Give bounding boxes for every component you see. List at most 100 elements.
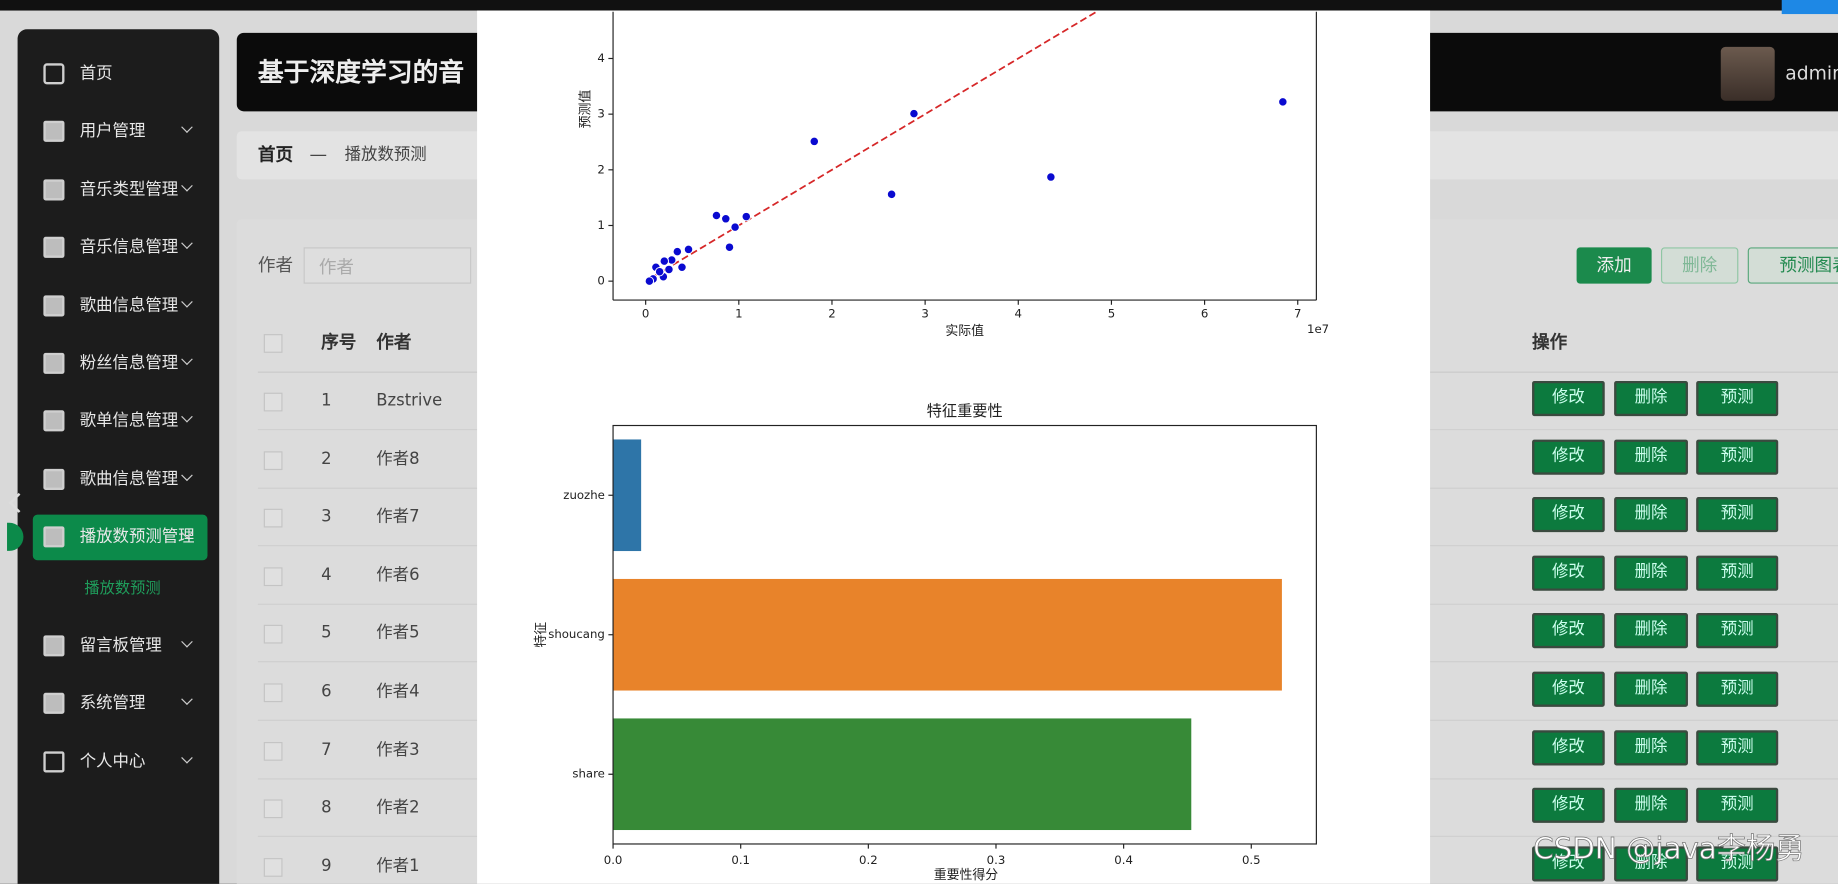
- breadcrumb-home[interactable]: 首页: [257, 144, 294, 166]
- row-checkbox[interactable]: [263, 567, 283, 586]
- action-button[interactable]: 删除: [1614, 671, 1688, 707]
- action-button[interactable]: 删除: [1614, 787, 1688, 824]
- menu-item[interactable]: 歌曲信息管理: [79, 470, 179, 489]
- action-button[interactable]: 删除: [1614, 729, 1688, 765]
- row-checkbox[interactable]: [263, 799, 283, 819]
- cell: 作者3: [376, 740, 420, 760]
- x-axis-label: 实际值: [945, 323, 984, 339]
- action-button[interactable]: 修改: [1532, 729, 1605, 765]
- action-button[interactable]: 删除: [1614, 613, 1688, 649]
- action-button[interactable]: 删除: [1614, 555, 1688, 591]
- x-offset-label: 1e7: [1307, 322, 1329, 336]
- menu-item[interactable]: 系统管理: [79, 693, 146, 713]
- action-button[interactable]: 预测: [1696, 671, 1779, 707]
- action-button[interactable]: 预测: [1696, 613, 1779, 649]
- menu-item[interactable]: 粉丝信息管理: [79, 354, 179, 373]
- action-button[interactable]: 修改: [1532, 613, 1605, 649]
- y-tick-label: 1: [597, 218, 604, 232]
- action-button[interactable]: 修改: [1532, 380, 1605, 417]
- x-tick-label: 0.0: [604, 853, 623, 867]
- row-checkbox[interactable]: [263, 392, 283, 412]
- x-tick-label: 7: [1294, 307, 1301, 321]
- action-button[interactable]: 预测: [1696, 787, 1779, 824]
- menu-item[interactable]: 音乐信息管理: [79, 237, 179, 257]
- menu-item[interactable]: 歌曲信息管理: [79, 296, 179, 316]
- action-button[interactable]: 修改: [1532, 439, 1605, 475]
- table-header: 作者: [376, 331, 412, 353]
- menu-icon: [43, 352, 65, 374]
- y-tick-label: shoucang: [548, 627, 605, 641]
- row-checkbox[interactable]: [263, 857, 283, 877]
- menu-item[interactable]: 首页: [79, 64, 113, 84]
- chart-button[interactable]: 预测图表: [1747, 247, 1838, 284]
- cell: 作者8: [376, 449, 420, 469]
- row-checkbox[interactable]: [263, 508, 283, 528]
- cell: 作者1: [376, 856, 420, 876]
- action-button[interactable]: 修改: [1532, 846, 1605, 882]
- point: [1046, 172, 1056, 182]
- cell: 作者7: [376, 507, 420, 527]
- x-tick-label: 4: [1015, 307, 1022, 321]
- menu-item[interactable]: 个人中心: [79, 752, 146, 772]
- action-button[interactable]: 预测: [1696, 555, 1779, 591]
- bar: [613, 578, 1282, 691]
- x-tick-label: 0.2: [859, 853, 878, 867]
- side-dot: [7, 522, 24, 551]
- point: [809, 136, 819, 147]
- x-tick-label: 3: [921, 307, 928, 321]
- cell: 1: [321, 391, 332, 411]
- menu-icon: [43, 63, 65, 85]
- action-button[interactable]: 修改: [1532, 787, 1605, 824]
- menu-item[interactable]: 用户管理: [79, 121, 146, 141]
- menu-item[interactable]: 留言板管理: [79, 636, 162, 656]
- cell: 9: [321, 856, 332, 876]
- action-button[interactable]: 预测: [1696, 846, 1779, 882]
- action-button[interactable]: 删除: [1614, 846, 1688, 882]
- bar: [613, 439, 642, 552]
- menu-item[interactable]: 播放数预测管理: [79, 527, 195, 547]
- point: [711, 210, 722, 221]
- row-checkbox[interactable]: [263, 625, 283, 644]
- row-checkbox[interactable]: [263, 450, 283, 470]
- x-tick-label: 0: [642, 307, 649, 321]
- row-checkbox[interactable]: [263, 741, 283, 761]
- top-badge: [1781, 0, 1838, 15]
- action-button[interactable]: 删除: [1614, 497, 1688, 533]
- menu-icon: [43, 295, 65, 317]
- table-header: 序号: [321, 331, 357, 353]
- point: [721, 214, 731, 224]
- point: [730, 222, 740, 232]
- cell: 作者4: [376, 682, 420, 701]
- action-button[interactable]: 预测: [1696, 497, 1779, 533]
- menu-icon: [43, 526, 65, 548]
- header-checkbox: [263, 334, 283, 353]
- action-button[interactable]: 修改: [1532, 497, 1605, 533]
- sidebar: [17, 29, 220, 884]
- delete-button[interactable]: 删除: [1660, 247, 1739, 284]
- action-button[interactable]: 修改: [1532, 555, 1605, 591]
- menu-item[interactable]: 音乐类型管理: [79, 180, 179, 200]
- action-button[interactable]: 预测: [1696, 380, 1779, 417]
- action-button[interactable]: 预测: [1696, 439, 1779, 475]
- x-tick-label: 5: [1108, 307, 1115, 321]
- point: [664, 264, 674, 275]
- header-title: 基于深度学习的音: [257, 58, 465, 88]
- breadcrumb-current: 播放数预测: [344, 145, 427, 165]
- submenu-item[interactable]: 播放数预测: [84, 580, 161, 598]
- cell: 6: [321, 682, 332, 701]
- search-input[interactable]: 作者: [303, 247, 472, 284]
- action-button[interactable]: 删除: [1614, 439, 1688, 475]
- user-name: admin: [1785, 62, 1838, 85]
- y-tick-label: zuozhe: [563, 488, 605, 502]
- y-tick-label: 0: [597, 274, 604, 288]
- action-button[interactable]: 修改: [1532, 671, 1605, 707]
- add-button[interactable]: 添加: [1576, 247, 1652, 284]
- action-button[interactable]: 预测: [1696, 729, 1779, 765]
- y-tick-label: share: [572, 767, 604, 781]
- action-button[interactable]: 删除: [1614, 380, 1688, 417]
- row-checkbox[interactable]: [263, 683, 283, 703]
- menu-item[interactable]: 歌单信息管理: [79, 411, 179, 431]
- cell: 作者5: [376, 624, 420, 643]
- x-tick-label: 0.1: [731, 853, 750, 867]
